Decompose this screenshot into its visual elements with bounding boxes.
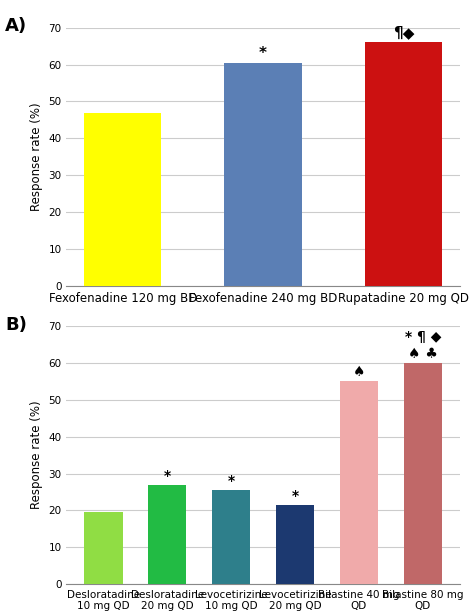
Text: ♠: ♠: [353, 365, 365, 379]
Bar: [403, 363, 442, 584]
Bar: [84, 113, 161, 286]
Text: *: *: [164, 469, 171, 483]
Text: * ¶ ◆
♠ ♣: * ¶ ◆ ♠ ♣: [404, 330, 441, 361]
Bar: [340, 381, 378, 584]
Text: ¶◆: ¶◆: [392, 26, 414, 41]
Bar: [84, 512, 123, 584]
Text: B): B): [5, 315, 27, 333]
Y-axis label: Response rate (%): Response rate (%): [30, 103, 43, 211]
Bar: [148, 485, 186, 584]
Text: *: *: [292, 489, 299, 503]
Text: *: *: [228, 474, 235, 488]
Bar: [365, 42, 442, 286]
Bar: [276, 505, 314, 584]
Bar: [225, 63, 301, 286]
Text: *: *: [259, 46, 267, 61]
Text: A): A): [5, 17, 27, 35]
Bar: [212, 490, 250, 584]
Y-axis label: Response rate (%): Response rate (%): [30, 401, 43, 509]
